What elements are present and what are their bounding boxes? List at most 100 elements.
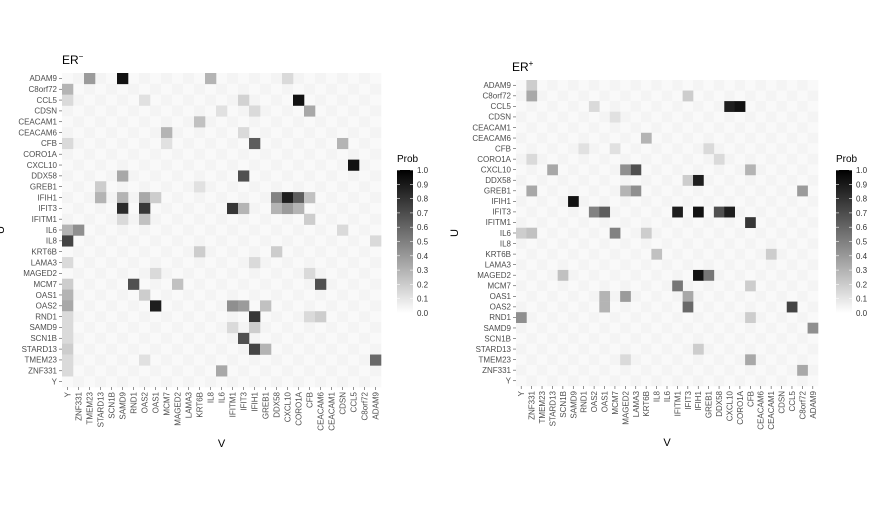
heatmap-cell[interactable] [630, 164, 642, 176]
heatmap-cell[interactable] [516, 227, 527, 239]
heatmap-cell[interactable] [651, 248, 663, 260]
heatmap-cell[interactable] [713, 153, 725, 165]
heatmap-cell[interactable] [337, 224, 349, 236]
heatmap-cell[interactable] [150, 300, 162, 312]
heatmap-cell[interactable] [238, 300, 250, 312]
heatmap-cell[interactable] [62, 354, 74, 366]
heatmap-cell[interactable] [227, 202, 239, 215]
heatmap-cell[interactable] [139, 192, 151, 204]
heatmap-cell[interactable] [128, 278, 140, 290]
heatmap-cell[interactable] [117, 192, 129, 204]
heatmap-cell[interactable] [703, 269, 715, 281]
heatmap-cell[interactable] [260, 343, 272, 355]
heatmap-cell[interactable] [620, 164, 631, 176]
heatmap-cell[interactable] [139, 213, 151, 225]
heatmap-cell[interactable] [588, 101, 600, 112]
heatmap-cell[interactable] [713, 206, 725, 218]
heatmap-cell[interactable] [249, 343, 261, 355]
heatmap-cell[interactable] [568, 196, 579, 207]
heatmap-cell[interactable] [588, 206, 600, 218]
heatmap-cell[interactable] [271, 202, 283, 215]
heatmap-cell[interactable] [745, 312, 756, 323]
heatmap-cell[interactable] [765, 248, 777, 260]
heatmap-cell[interactable] [703, 143, 715, 155]
heatmap-cell[interactable] [84, 73, 96, 85]
heatmap-cell[interactable] [249, 322, 261, 334]
heatmap-cell[interactable] [293, 202, 305, 215]
heatmap-cell[interactable] [227, 300, 239, 312]
heatmap-cell[interactable] [238, 170, 250, 182]
heatmap-cell[interactable] [293, 94, 305, 106]
heatmap-cell[interactable] [161, 137, 173, 150]
heatmap-cell[interactable] [620, 354, 631, 366]
heatmap-cell[interactable] [797, 185, 808, 197]
heatmap-cell[interactable] [194, 116, 206, 128]
heatmap-cell[interactable] [238, 127, 250, 139]
heatmap-cell[interactable] [609, 143, 621, 155]
heatmap-cell[interactable] [260, 300, 272, 312]
heatmap-cell[interactable] [62, 83, 74, 95]
heatmap-cell[interactable] [62, 365, 74, 377]
heatmap-cell[interactable] [304, 105, 316, 117]
heatmap-cell[interactable] [724, 206, 735, 218]
heatmap-cell[interactable] [95, 192, 107, 204]
heatmap-cell[interactable] [139, 289, 151, 301]
heatmap-cell[interactable] [62, 94, 74, 106]
heatmap-cell[interactable] [271, 192, 283, 204]
heatmap-cell[interactable] [117, 73, 129, 85]
heatmap-cell[interactable] [62, 343, 74, 355]
heatmap-cell[interactable] [745, 217, 756, 229]
heatmap-cell[interactable] [304, 192, 316, 204]
heatmap-cell[interactable] [609, 227, 621, 239]
heatmap-cell[interactable] [62, 257, 74, 269]
heatmap-cell[interactable] [693, 269, 704, 281]
heatmap-cell[interactable] [117, 170, 129, 182]
heatmap-cell[interactable] [578, 143, 590, 155]
heatmap-cell[interactable] [516, 312, 527, 323]
heatmap-cell[interactable] [304, 311, 316, 323]
heatmap-cell[interactable] [216, 365, 228, 377]
heatmap-cell[interactable] [304, 213, 316, 225]
heatmap-cell[interactable] [620, 291, 631, 302]
heatmap-cell[interactable] [227, 322, 239, 334]
heatmap-cell[interactable] [62, 332, 74, 344]
heatmap-cell[interactable] [640, 132, 652, 144]
heatmap-cell[interactable] [724, 101, 735, 112]
heatmap-cell[interactable] [238, 202, 250, 215]
heatmap-cell[interactable] [62, 137, 74, 150]
heatmap-cell[interactable] [62, 289, 74, 301]
heatmap-cell[interactable] [640, 227, 652, 239]
heatmap-cell[interactable] [238, 332, 250, 344]
heatmap-cell[interactable] [249, 257, 261, 269]
heatmap-cell[interactable] [526, 80, 538, 91]
heatmap-cell[interactable] [73, 224, 85, 236]
heatmap-cell[interactable] [271, 246, 283, 258]
heatmap-cell[interactable] [734, 101, 746, 112]
heatmap-cell[interactable] [117, 213, 129, 225]
heatmap-cell[interactable] [370, 235, 382, 247]
heatmap-cell[interactable] [370, 354, 382, 366]
heatmap-cell[interactable] [526, 185, 538, 197]
heatmap-cell[interactable] [150, 267, 162, 280]
heatmap-cell[interactable] [682, 291, 694, 302]
heatmap-cell[interactable] [304, 267, 316, 280]
heatmap-cell[interactable] [293, 192, 305, 204]
heatmap-cell[interactable] [249, 105, 261, 117]
heatmap-cell[interactable] [786, 301, 798, 313]
heatmap-cell[interactable] [807, 322, 819, 334]
heatmap-cell[interactable] [216, 105, 228, 117]
heatmap-cell[interactable] [62, 311, 74, 323]
heatmap-cell[interactable] [337, 137, 349, 150]
heatmap-cell[interactable] [172, 278, 184, 290]
heatmap-cell[interactable] [745, 354, 756, 366]
heatmap-cell[interactable] [315, 278, 327, 290]
heatmap-cell[interactable] [315, 311, 327, 323]
heatmap-cell[interactable] [797, 364, 808, 376]
heatmap-cell[interactable] [672, 280, 683, 292]
heatmap-cell[interactable] [348, 159, 360, 171]
heatmap-cell[interactable] [161, 127, 173, 139]
heatmap-cell[interactable] [620, 185, 631, 197]
heatmap-cell[interactable] [117, 202, 129, 215]
heatmap-cell[interactable] [62, 300, 74, 312]
heatmap-cell[interactable] [526, 90, 538, 102]
